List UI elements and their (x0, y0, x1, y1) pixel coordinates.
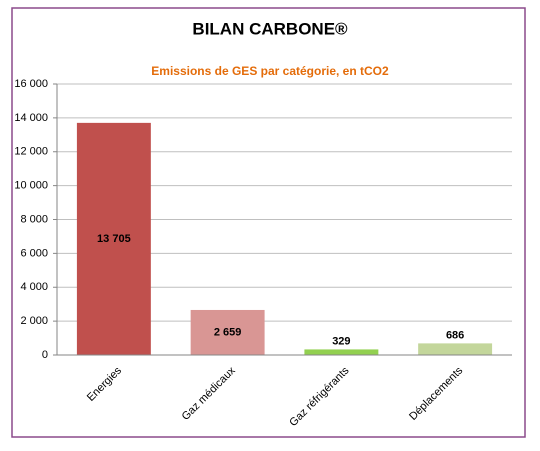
chart-subtitle: Emissions de GES par catégorie, en tCO2 (151, 64, 389, 78)
bar (418, 343, 493, 355)
value-label: 2 659 (214, 326, 242, 338)
chart-title: BILAN CARBONE® (192, 19, 348, 38)
bar (304, 349, 379, 355)
bar (76, 122, 151, 356)
value-label: 13 705 (97, 233, 131, 245)
y-tick-label: 0 (42, 349, 48, 361)
y-tick-label: 10 000 (14, 180, 48, 192)
value-label: 686 (446, 329, 464, 341)
bar (190, 309, 265, 355)
y-tick-label: 8 000 (20, 213, 48, 225)
y-tick-label: 16 000 (14, 78, 48, 90)
y-tick-label: 14 000 (14, 112, 48, 124)
value-label: 329 (332, 335, 350, 347)
y-tick-label: 12 000 (14, 146, 48, 158)
y-tick-label: 4 000 (20, 281, 48, 293)
y-tick-label: 2 000 (20, 315, 48, 327)
y-tick-label: 6 000 (20, 247, 48, 259)
